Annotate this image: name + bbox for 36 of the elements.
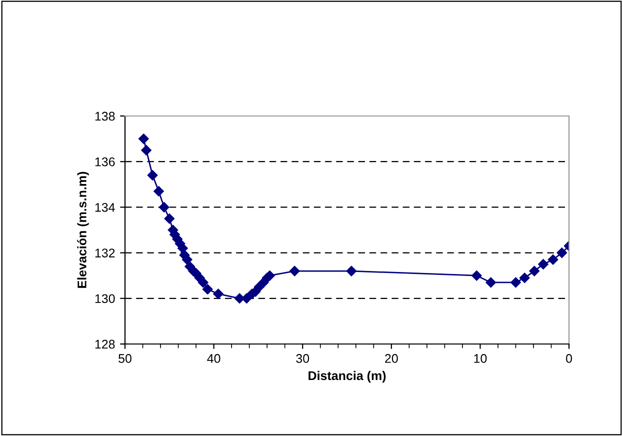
point bbox=[486, 277, 496, 288]
point bbox=[164, 213, 175, 224]
point bbox=[289, 266, 300, 276]
x-tick-label: 0 bbox=[566, 354, 572, 363]
point bbox=[242, 293, 252, 304]
point bbox=[234, 293, 245, 304]
point bbox=[198, 277, 208, 288]
y-tick-label: 136 bbox=[95, 157, 115, 166]
point bbox=[213, 288, 224, 299]
point bbox=[158, 202, 170, 212]
x-tick-label: 20 bbox=[385, 354, 398, 363]
x-tick-label: 30 bbox=[296, 354, 310, 363]
point bbox=[556, 248, 568, 258]
point bbox=[529, 266, 540, 276]
x-tick-label: 50 bbox=[118, 354, 132, 363]
x-tick-label: 10 bbox=[474, 354, 487, 363]
y-tick-label: 134 bbox=[95, 203, 115, 212]
point bbox=[202, 284, 213, 294]
y-tick-label: 132 bbox=[95, 248, 115, 258]
point bbox=[472, 270, 482, 281]
y-tick-label: 138 bbox=[95, 112, 115, 121]
y-axis-title: Elevación (m.s.n.m) bbox=[77, 172, 89, 288]
point bbox=[510, 277, 521, 288]
y-tick-label: 128 bbox=[95, 340, 115, 349]
x-axis-title: Distancia (m) bbox=[308, 370, 386, 383]
x-tick-label: 40 bbox=[207, 354, 220, 363]
point bbox=[346, 266, 357, 276]
point bbox=[182, 254, 192, 265]
point bbox=[141, 145, 152, 156]
point bbox=[519, 272, 530, 283]
point bbox=[147, 170, 158, 180]
point bbox=[538, 259, 548, 270]
point bbox=[548, 254, 558, 265]
point bbox=[154, 186, 164, 196]
y-tick-label: 130 bbox=[95, 294, 115, 304]
point bbox=[138, 134, 149, 144]
